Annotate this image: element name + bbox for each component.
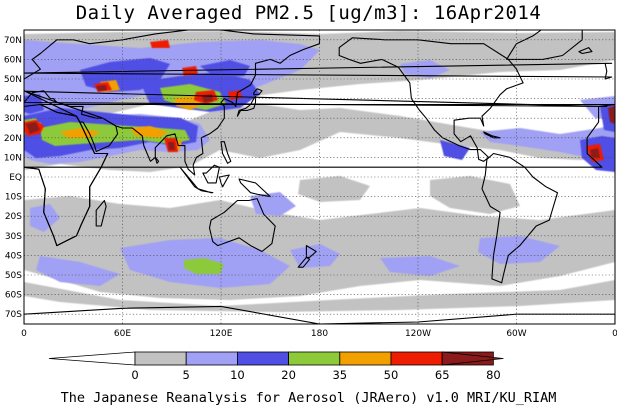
lat-label: EQ	[9, 173, 22, 183]
pm25-contour-10-20	[478, 236, 560, 264]
coastline-great-britain	[24, 62, 613, 80]
graticule	[24, 30, 615, 324]
pm25-contour-above-80	[590, 148, 600, 158]
coastline-sumatra	[179, 166, 199, 190]
lat-label: 40S	[5, 251, 22, 261]
colorbar-label: 0	[131, 368, 138, 382]
pm25-contour-20-35	[440, 140, 470, 160]
colorbar-label: 20	[281, 368, 296, 382]
pm25-contour-5-10	[24, 104, 615, 172]
coastline-new-guinea	[238, 178, 271, 198]
pm25-contour-50-65	[130, 126, 168, 138]
colorbar-segment	[288, 351, 341, 366]
colorbar-label: 10	[230, 368, 245, 382]
colorbar-upper-arrow	[441, 351, 504, 366]
pm25-contour-10-20	[380, 256, 460, 276]
pm25-contour-5-10	[24, 280, 615, 312]
coastline-japan	[236, 96, 257, 117]
coastline-australia	[208, 198, 276, 253]
pm25-contour-65-80	[150, 40, 170, 48]
map-title: Daily Averaged PM2.5 [ug/m3]: 16Apr2014	[75, 2, 542, 24]
pm25-contour-10-20	[400, 60, 450, 78]
pm25-contour-above-80	[26, 122, 40, 134]
lat-label: 60S	[5, 291, 22, 301]
colorbar-label: 50	[384, 368, 399, 382]
colorbar-label: 65	[435, 368, 450, 382]
pm25-contour-65-80	[182, 66, 198, 76]
lat-label: 50N	[4, 75, 22, 85]
map-area	[23, 29, 616, 325]
coastline-iceland	[578, 47, 593, 55]
lat-label: 70S	[5, 310, 22, 320]
pm25-contour-5-10	[430, 176, 520, 214]
coastline-sri-lanka	[154, 156, 160, 164]
lat-label: 60N	[4, 55, 22, 65]
colorbar-segment	[185, 351, 238, 366]
colorbar-segment	[134, 351, 187, 366]
coastline-sulawesi	[218, 174, 230, 188]
coastline-philippines	[220, 141, 232, 164]
coastline-hokkaido	[253, 88, 263, 96]
coastline-south-america	[481, 152, 559, 284]
colorbar: 0 5 10 20 35 50 65 80	[48, 351, 504, 382]
colorbar-segment	[390, 351, 443, 366]
lat-label: 40N	[4, 95, 22, 105]
coastline-borneo	[202, 164, 220, 184]
coastline-eurasia	[24, 30, 321, 176]
map-frame	[23, 29, 616, 325]
colorbar-lower-arrow	[48, 351, 136, 366]
lat-label: 30N	[4, 114, 22, 124]
lat-label: 10S	[5, 193, 22, 203]
pm25-contour-35-50	[184, 258, 224, 274]
colorbar-label: 35	[332, 368, 347, 382]
pm25-contour-above-80	[96, 85, 107, 91]
pm25-contour-5-10	[298, 176, 370, 202]
lon-label: 60W	[506, 329, 526, 339]
coastline-new-zealand-south	[297, 256, 311, 268]
lon-label: 120W	[405, 329, 431, 339]
colorbar-segment	[339, 351, 392, 366]
lon-label: 120E	[210, 329, 233, 339]
coastlines	[24, 30, 615, 324]
axis-labels: 70N 60N 50N 40N 30N 20N 10N EQ 10S 20S 30S 40S 50S 60…	[4, 36, 617, 339]
colorbar-segment	[236, 351, 289, 366]
lat-label: 50S	[5, 271, 22, 281]
lat-label: 70N	[4, 36, 22, 46]
lon-label: 60E	[114, 329, 131, 339]
coastline-antarctica	[24, 305, 615, 324]
colorbar-label: 5	[183, 368, 190, 382]
coastline-java	[197, 188, 214, 194]
lon-label: 0	[21, 329, 27, 339]
coastline-madagascar	[95, 199, 107, 227]
pm25-contour-above-80	[168, 142, 175, 150]
coastline-new-zealand-north	[305, 245, 317, 258]
lon-label: 180	[311, 329, 328, 339]
lon-label: 0	[612, 329, 617, 339]
pm25-contour-20-35	[200, 60, 250, 78]
footer-credit: The Japanese Reanalysis for Aerosol (JRA…	[60, 390, 557, 406]
lat-label: 20N	[4, 134, 22, 144]
lat-label: 10N	[4, 153, 22, 163]
coastline-mediterranean	[24, 90, 608, 153]
colorbar-label: 80	[486, 368, 501, 382]
pm25-contour-20-35	[24, 94, 44, 114]
pm25-contour-10-20	[36, 256, 120, 286]
coastline-north-america	[338, 37, 524, 162]
lat-label: 20S	[5, 212, 22, 222]
pm25-contour-above-80	[608, 106, 615, 124]
pm25-contour-10-20	[30, 204, 60, 232]
lat-label: 30S	[5, 232, 22, 242]
